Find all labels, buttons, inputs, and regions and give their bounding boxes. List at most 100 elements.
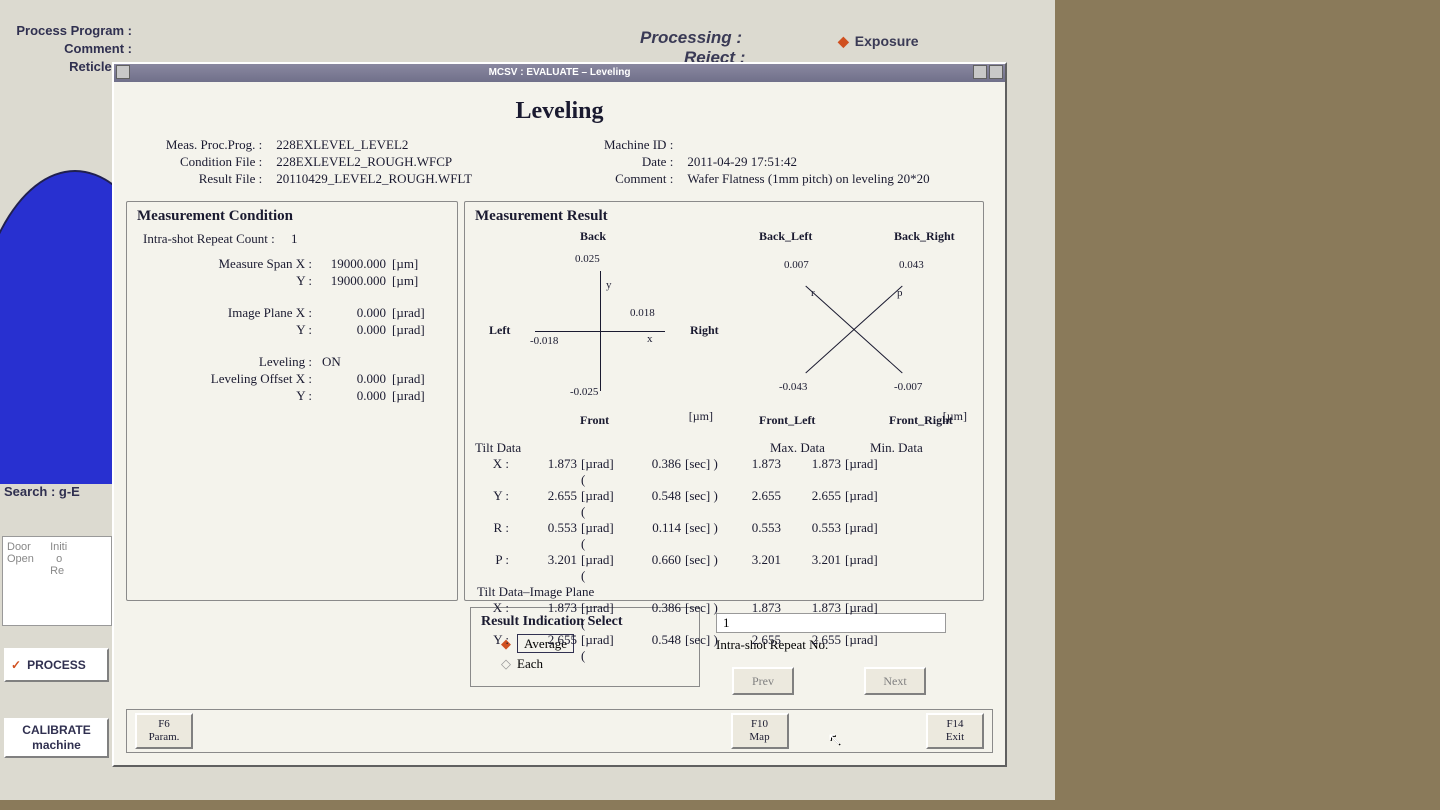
f6-label: Param.	[149, 731, 180, 743]
wafer-icon	[0, 170, 112, 484]
chart2-p-axis: p	[897, 287, 903, 299]
chart1-front: Front	[580, 413, 609, 428]
f14-key: F14	[946, 718, 963, 730]
tilt-row: X : 1.873[µrad] ( 0.386[sec] ) 1.873 1.8…	[475, 456, 973, 488]
measurement-result-panel: Measurement Result Back Front Left Right…	[464, 201, 984, 601]
machine-id-value	[687, 137, 929, 153]
leveling-offset-y-value: 0.000	[312, 388, 392, 404]
chart2-tl-val: 0.007	[784, 259, 809, 271]
exposure-indicator: Exposure	[838, 33, 919, 50]
date-value: 2011-04-29 17:51:42	[687, 154, 929, 170]
chart1-x-axis: x	[647, 333, 653, 345]
f6-key: F6	[158, 718, 170, 730]
date-label: Date :	[604, 154, 673, 170]
chart2-bl-label: Back_Left	[759, 229, 812, 244]
meas-proc-prog-value: 228EXLEVEL_LEVEL2	[276, 137, 504, 153]
chart1-bottom-val: -0.025	[570, 386, 598, 398]
chart1-unit: [µm]	[689, 409, 713, 424]
calibrate-button[interactable]: CALIBRATEmachine	[4, 718, 109, 758]
leveling-dialog: MCSV : EVALUATE – Leveling Leveling Meas…	[112, 62, 1007, 767]
chart1-left: Left	[489, 323, 510, 338]
intra-repeat-label: Intra-shot Repeat Count :	[143, 231, 275, 246]
tilt-row: R : 0.553[µrad] ( 0.114[sec] ) 0.553 0.5…	[475, 520, 973, 552]
leveling-offset-x-unit: [µrad]	[392, 371, 436, 387]
chart1-top-val: 0.025	[575, 253, 600, 265]
dialog-heading: Leveling	[126, 98, 993, 125]
init-label: Initi oRe	[50, 541, 90, 577]
chart2-br-label: Back_Right	[894, 229, 955, 244]
leveling-offset-y-label: Y :	[137, 388, 312, 404]
f10-key: F10	[751, 718, 768, 730]
dialog-title: MCSV : EVALUATE – Leveling	[489, 67, 631, 78]
f6-button[interactable]: F6 Param.	[135, 713, 193, 749]
measure-span-y-unit: [µm]	[392, 273, 436, 289]
leveling-offset-x-label: Leveling Offset X :	[137, 371, 312, 387]
chart1-back: Back	[580, 229, 606, 244]
tilt-row: Y : 2.655[µrad] ( 0.548[sec] ) 2.655 2.6…	[475, 488, 973, 520]
chart2-br-val: -0.007	[894, 381, 922, 393]
cond-title: Measurement Condition	[137, 208, 447, 225]
image-plane-x-label: Image Plane X :	[137, 305, 312, 321]
result-file-label: Result File :	[134, 171, 262, 187]
meas-proc-prog-label: Meas. Proc.Prog. :	[134, 137, 262, 153]
maximize-button[interactable]	[973, 65, 987, 79]
comment-meta-label: Comment :	[604, 171, 673, 187]
f14-label: Exit	[946, 731, 964, 743]
process-button[interactable]: PROCESS	[4, 648, 109, 682]
chart2-tr-val: 0.043	[899, 259, 924, 271]
image-plane-x-unit: [µrad]	[392, 305, 436, 321]
res-title: Measurement Result	[475, 208, 973, 225]
processing-label: Processing :	[640, 28, 742, 48]
meta-block: Meas. Proc.Prog. : 228EXLEVEL_LEVEL2 Con…	[126, 137, 993, 187]
tilt-row: Y : 2.655[µrad] ( 0.548[sec] ) 2.655 2.6…	[475, 632, 973, 664]
tilt-title: Tilt Data	[475, 440, 770, 456]
image-plane-y-unit: [µrad]	[392, 322, 436, 338]
comment-meta-value: Wafer Flatness (1mm pitch) on leveling 2…	[687, 171, 929, 187]
chart1-y-axis: y	[606, 279, 612, 291]
image-plane-y-label: Y :	[137, 322, 312, 338]
chart2-fl-label: Front_Left	[759, 413, 815, 428]
minimize-button[interactable]	[116, 65, 130, 79]
result-file-value: 20110429_LEVEL2_ROUGH.WFLT	[276, 171, 504, 187]
f10-button[interactable]: F10 Map	[731, 713, 789, 749]
prev-button[interactable]: Prev	[732, 667, 794, 695]
door-open-label: DoorOpen	[7, 541, 47, 565]
back-front-chart: Back Front Left Right 0.025 -0.025 -0.01…	[475, 231, 719, 436]
tilt-row: X : 1.873[µrad] ( 0.386[sec] ) 1.873 1.8…	[475, 600, 973, 632]
image-plane-y-value: 0.000	[312, 322, 392, 338]
leveling-offset-x-value: 0.000	[312, 371, 392, 387]
tilt-row: P : 3.201[µrad] ( 0.660[sec] ) 3.201 3.2…	[475, 552, 973, 584]
f10-label: Map	[749, 731, 769, 743]
measure-span-x-unit: [µm]	[392, 256, 436, 272]
cursor-icon: ↖	[827, 729, 842, 750]
search-label: Search : g-E	[4, 484, 80, 499]
condition-file-label: Condition File :	[134, 154, 262, 170]
fkey-bar: F6 Param. F10 Map F14 Exit ↖	[126, 709, 993, 753]
wafer-panel	[0, 84, 112, 484]
dialog-titlebar[interactable]: MCSV : EVALUATE – Leveling	[114, 64, 1005, 82]
measurement-condition-panel: Measurement Condition Intra-shot Repeat …	[126, 201, 458, 601]
chart1-right-val: 0.018	[630, 307, 655, 319]
tilt-data-block: Tilt Data Max. Data Min. Data X : 1.873[…	[475, 440, 973, 664]
leveling-offset-y-unit: [µrad]	[392, 388, 436, 404]
chart1-right: Right	[690, 323, 719, 338]
measure-span-y-label: Y :	[137, 273, 312, 289]
tilt-title2: Tilt Data–Image Plane	[475, 584, 973, 600]
f14-button[interactable]: F14 Exit	[926, 713, 984, 749]
next-button[interactable]: Next	[864, 667, 926, 695]
comment-label: Comment :	[2, 40, 132, 58]
measure-span-x-label: Measure Span X :	[137, 256, 312, 272]
leveling-value: ON	[312, 354, 392, 370]
process-program-label: Process Program :	[2, 22, 132, 40]
machine-id-label: Machine ID :	[604, 137, 673, 153]
condition-file-value: 228EXLEVEL2_ROUGH.WFCP	[276, 154, 504, 170]
close-button[interactable]	[989, 65, 1003, 79]
image-plane-x-value: 0.000	[312, 305, 392, 321]
chart1-left-val: -0.018	[530, 335, 558, 347]
chart2-unit: [µm]	[943, 409, 967, 424]
intra-repeat-row: Intra-shot Repeat Count : 1	[137, 231, 436, 247]
bottom-status-panel: DoorOpen Initi oRe	[2, 536, 112, 626]
chart2-r-axis: r	[811, 287, 815, 299]
measure-span-x-value: 19000.000	[312, 256, 392, 272]
tilt-min-label: Min. Data	[870, 440, 970, 456]
